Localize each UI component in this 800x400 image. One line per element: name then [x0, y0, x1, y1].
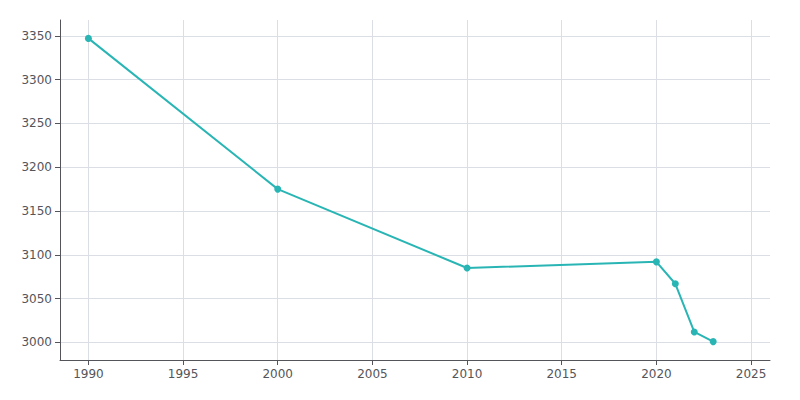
- svg-text:3000: 3000: [21, 335, 52, 349]
- svg-text:2010: 2010: [452, 367, 483, 381]
- svg-text:2020: 2020: [641, 367, 672, 381]
- svg-text:2005: 2005: [357, 367, 388, 381]
- svg-text:2025: 2025: [736, 367, 767, 381]
- svg-text:3100: 3100: [21, 248, 52, 262]
- svg-text:3050: 3050: [21, 292, 52, 306]
- svg-text:2000: 2000: [262, 367, 293, 381]
- svg-text:3350: 3350: [21, 29, 52, 43]
- svg-text:3250: 3250: [21, 116, 52, 130]
- svg-text:3300: 3300: [21, 73, 52, 87]
- svg-text:1995: 1995: [168, 367, 199, 381]
- svg-text:3150: 3150: [21, 204, 52, 218]
- svg-text:1990: 1990: [73, 367, 104, 381]
- svg-text:3200: 3200: [21, 160, 52, 174]
- svg-text:2015: 2015: [546, 367, 577, 381]
